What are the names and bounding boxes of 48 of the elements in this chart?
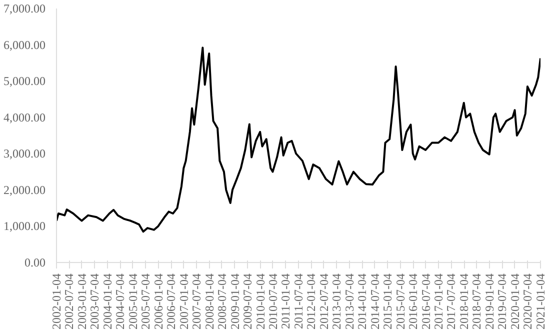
y-tick-label: 6,000.00 <box>4 38 46 52</box>
x-tick-label: 2009-01-04 <box>228 273 242 330</box>
x-tick-label: 2011-01-04 <box>278 274 293 330</box>
x-tick-label: 2005-07-04 <box>138 273 153 330</box>
x-tick-label: 2014-01-04 <box>355 273 370 330</box>
x-tick-label: 2003-01-04 <box>74 273 89 330</box>
x-tick-label: 2016-01-04 <box>406 273 420 330</box>
x-tick-label: 2013-07-04 <box>342 273 356 330</box>
line-series <box>56 46 540 233</box>
x-tick-label: 2012-07-04 <box>316 273 331 330</box>
y-tick-label: 4,000.00 <box>4 110 46 124</box>
x-tick-label: 2017-07-04 <box>444 273 458 330</box>
x-tick-label: 2006-01-04 <box>151 273 166 330</box>
x-tick-label: 2017-01-04 <box>432 273 446 330</box>
x-tick-label: 2019-01-04 <box>482 273 497 330</box>
x-tick-label: 2018-07-04 <box>470 273 484 330</box>
x-tick-label: 2019-07-04 <box>495 273 510 330</box>
y-tick-label: 7,000.00 <box>4 2 46 16</box>
x-tick-label: 2021-01-04 <box>534 273 548 330</box>
x-tick-label: 2002-07-04 <box>62 273 76 330</box>
x-tick-label: 2005-01-04 <box>126 273 140 330</box>
x-tick-label: 2007-01-04 <box>176 273 191 330</box>
x-tick-label: 2006-07-04 <box>164 273 178 330</box>
x-tick-label: 2003-07-04 <box>88 273 102 330</box>
x-tick-label: 2010-01-04 <box>253 273 268 330</box>
x-tick-label: 2004-01-04 <box>100 273 114 330</box>
x-tick-label: 2020-07-04 <box>520 273 535 330</box>
x-tick-label: 2014-07-04 <box>368 273 382 330</box>
x-tick-label: 2010-07-04 <box>266 273 280 330</box>
y-tick-label: 0.00 <box>24 256 46 270</box>
x-tick-label: 2008-01-04 <box>202 273 216 330</box>
y-tick-label: 3,000.00 <box>4 146 46 161</box>
x-tick-label: 2004-07-04 <box>113 273 128 330</box>
x-tick-label: 2009-07-04 <box>240 273 254 330</box>
x-tick-label: 2016-07-04 <box>418 273 433 330</box>
x-tick-label: 2002-01-04 <box>50 273 64 330</box>
x-tick-label: 2015-01-04 <box>380 273 395 330</box>
x-tick-label: 2007-07-04 <box>189 273 204 330</box>
x-tick-label: 2012-01-04 <box>304 273 318 330</box>
y-tick-label: 2,000.00 <box>4 182 46 197</box>
x-tick-label: 2011-07-04 <box>291 274 306 330</box>
x-tick-label: 2013-01-04 <box>330 273 344 330</box>
x-tick-label: 2020-01-04 <box>508 273 522 330</box>
y-tick-label: 5,000.00 <box>4 74 46 88</box>
x-tick-label: 2018-01-04 <box>457 273 472 330</box>
x-tick-label: 2015-07-04 <box>393 273 408 330</box>
x-tick-label: 2008-07-04 <box>214 273 229 330</box>
y-tick-label: 1,000.00 <box>4 219 46 234</box>
